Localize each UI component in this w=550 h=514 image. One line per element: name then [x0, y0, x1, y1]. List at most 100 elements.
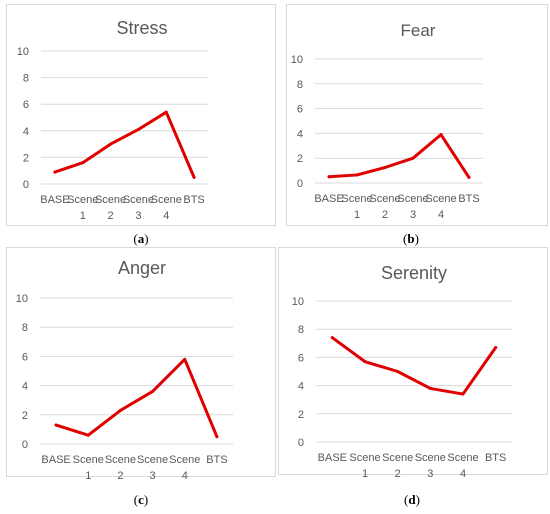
data-point	[54, 423, 58, 427]
x-tick-label: 2	[117, 470, 123, 482]
data-point	[215, 435, 219, 439]
data-point	[428, 386, 432, 390]
chart-panel-stress: Stress 0 2 4 6 8 10 BASE Scene 1 Scene 2 Scene 3 Scene…	[6, 4, 276, 226]
data-point	[383, 166, 387, 169]
data-point	[151, 389, 155, 393]
x-tick-label: BTS	[458, 193, 479, 205]
x-tick-label: 1	[362, 468, 368, 480]
x-tick-label: Scene	[397, 193, 428, 205]
x-tick-label: Scene	[123, 194, 154, 206]
x-tick-label: 4	[460, 468, 466, 480]
x-tick-label: Scene	[415, 452, 446, 464]
data-point	[461, 392, 465, 396]
caption-b: (b)	[403, 231, 419, 246]
y-tick-label: 8	[22, 322, 28, 334]
x-tick-label: 2	[382, 209, 388, 221]
x-tick-label: 3	[427, 468, 433, 480]
x-tick-label: 1	[85, 470, 91, 482]
y-tick-label: 10	[16, 293, 28, 305]
x-tick-label: Scene	[95, 194, 126, 206]
y-tick-label: 10	[292, 296, 304, 308]
y-tick-label: 2	[297, 153, 303, 165]
data-point	[192, 175, 196, 179]
y-tick-label: 2	[298, 409, 304, 421]
x-tick-label: 3	[150, 470, 156, 482]
y-tick-label: 8	[297, 79, 303, 91]
data-point	[330, 336, 334, 340]
x-tick-label: BASE	[41, 454, 70, 466]
x-tick-label: Scene	[349, 452, 380, 464]
data-point	[118, 408, 122, 412]
y-tick-label: 6	[23, 99, 29, 111]
x-tick-label: 4	[182, 470, 188, 482]
x-tick-label: 2	[395, 468, 401, 480]
series-line	[330, 336, 498, 396]
x-tick-label: 2	[108, 210, 114, 222]
x-tick-label: BASE	[314, 193, 343, 205]
y-tick-label: 8	[298, 324, 304, 336]
x-tick-label: Scene	[341, 193, 372, 205]
y-tick-label: 4	[23, 126, 29, 138]
series-line	[327, 133, 471, 179]
y-tick-label: 4	[22, 381, 28, 393]
y-tick-label: 2	[22, 410, 28, 422]
y-tick-label: 10	[17, 46, 29, 58]
x-tick-label: Scene	[382, 452, 413, 464]
y-tick-label: 6	[298, 352, 304, 364]
y-tick-label: 6	[297, 104, 303, 116]
x-tick-label: Scene	[447, 452, 478, 464]
x-tick-label: Scene	[151, 194, 182, 206]
chart-title: Anger	[118, 258, 166, 278]
data-point	[467, 175, 471, 179]
x-tick-label: Scene	[105, 454, 136, 466]
chart-title: Serenity	[381, 263, 447, 283]
x-tick-label: Scene	[73, 454, 104, 466]
x-tick-label: 4	[438, 209, 444, 221]
y-tick-label: 10	[291, 54, 303, 66]
x-tick-label: 1	[80, 210, 86, 222]
data-point	[439, 133, 443, 137]
y-tick-label: 4	[298, 381, 304, 393]
data-point	[53, 170, 57, 174]
chart-svg-stress: Stress0246810BASEScene1Scene2Scene3Scene…	[17, 18, 208, 222]
x-tick-label: Scene	[67, 194, 98, 206]
y-tick-label: 4	[297, 128, 303, 140]
chart-title: Fear	[401, 21, 436, 40]
series-line	[54, 357, 219, 439]
x-tick-label: BTS	[183, 194, 204, 206]
y-tick-label: 0	[297, 178, 303, 190]
y-tick-label: 0	[22, 439, 28, 451]
y-tick-label: 6	[22, 351, 28, 363]
x-tick-label: BASE	[40, 194, 69, 206]
caption-c: (c)	[133, 492, 149, 507]
chart-panel-fear: Fear 0 2 4 6 8 10 BASE Scene 1 Scene 2 Scene 3 Scene 4 B…	[286, 4, 548, 226]
x-tick-label: 4	[163, 210, 169, 222]
x-tick-label: 3	[135, 210, 141, 222]
chart-title: Stress	[116, 18, 167, 38]
data-point	[183, 357, 187, 361]
x-tick-label: Scene	[369, 193, 400, 205]
caption-a: (a)	[133, 231, 149, 246]
x-tick-label: Scene	[169, 454, 200, 466]
y-tick-label: 0	[298, 437, 304, 449]
series-line	[53, 110, 196, 179]
x-tick-label: BASE	[318, 452, 347, 464]
data-point	[363, 360, 367, 364]
chart-svg-fear: Fear0246810BASEScene1Scene2Scene3Scene4B…	[291, 21, 483, 221]
chart-panel-serenity: Serenity 0 2 4 6 8 10 BASE Scene 1 Scene 2 Scene 3 Sce…	[278, 247, 548, 480]
x-tick-label: 3	[410, 209, 416, 221]
x-tick-label: 1	[354, 209, 360, 221]
data-point	[355, 173, 359, 177]
chart-panel-anger: Anger 0 2 4 6 8 10 BASE Scene 1 Scene 2 Scene 3 Scene 4…	[6, 247, 276, 482]
x-tick-label: BTS	[485, 452, 506, 464]
data-point	[327, 175, 331, 179]
data-point	[109, 142, 113, 146]
caption-d: (d)	[404, 492, 420, 507]
x-tick-label: BTS	[206, 454, 227, 466]
data-point	[494, 346, 498, 350]
data-point	[396, 370, 400, 373]
data-point	[136, 127, 140, 131]
y-tick-label: 8	[23, 73, 29, 85]
